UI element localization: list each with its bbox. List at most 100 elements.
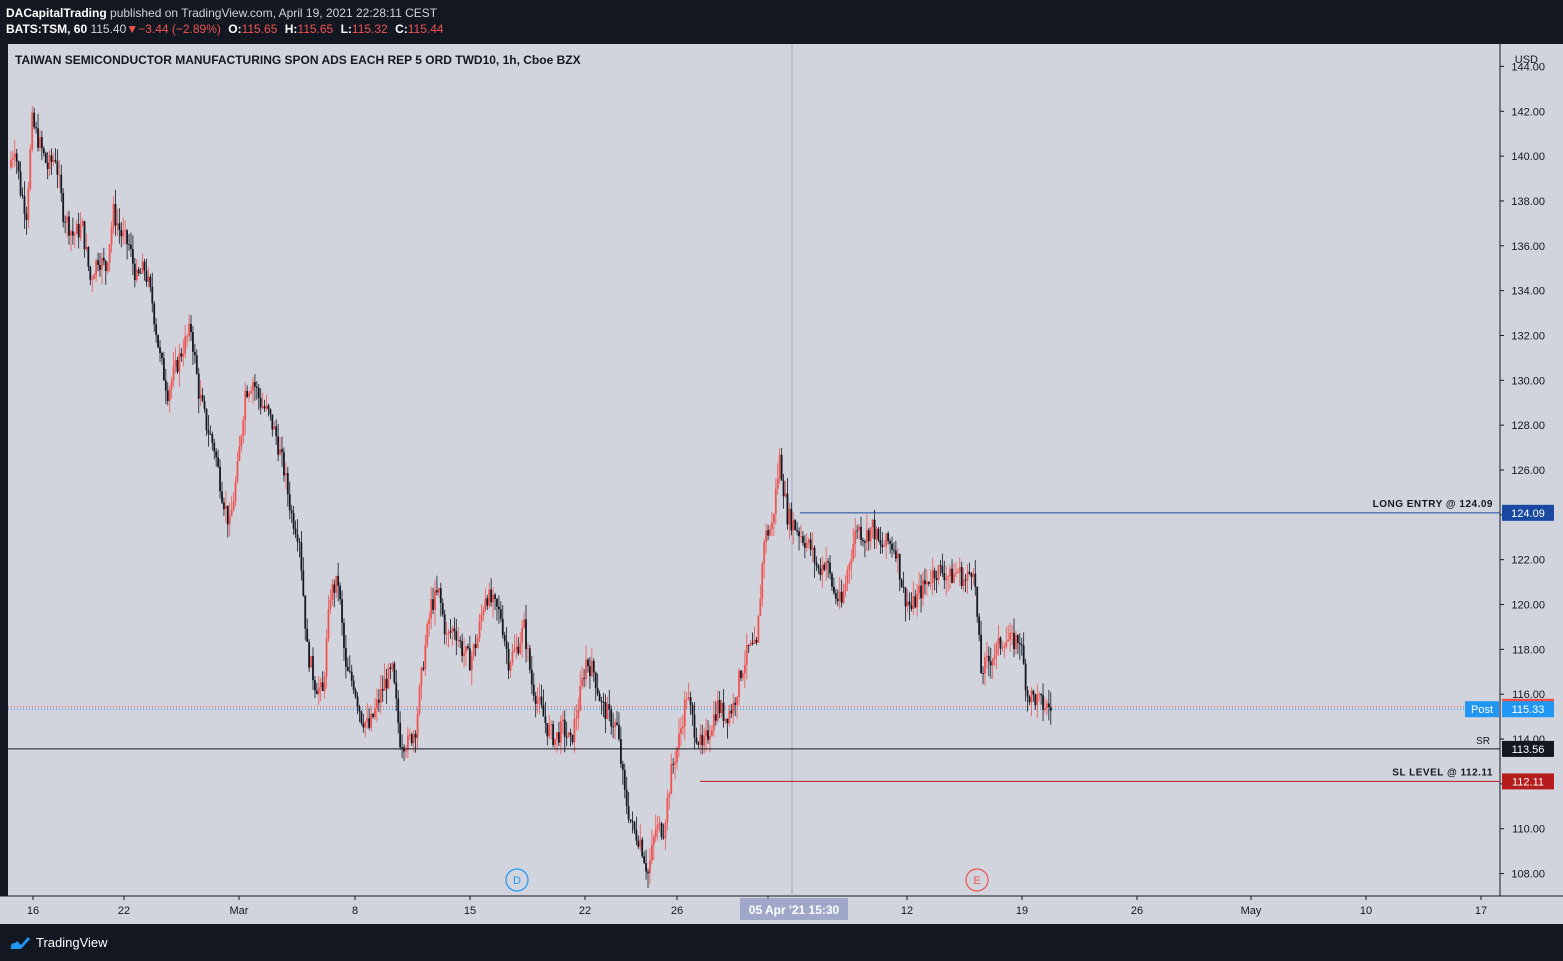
candle-body (571, 734, 574, 742)
candle-body (951, 568, 953, 583)
candle-body (323, 676, 326, 691)
candle-body (350, 671, 353, 681)
candle-body (705, 730, 708, 737)
candle-body (995, 643, 998, 655)
candle-body (807, 539, 810, 543)
candle-body (554, 738, 556, 745)
candle-body (559, 720, 562, 743)
candle-body (217, 457, 220, 467)
candle-body (809, 539, 812, 550)
candle-body (530, 669, 533, 685)
candle-body (1009, 632, 1012, 640)
candle-body (544, 716, 547, 724)
candle-body (463, 652, 465, 656)
candle-body (131, 249, 134, 264)
candle-body (1040, 693, 1043, 696)
sl-level-label: SL LEVEL @ 112.11 (1392, 767, 1493, 778)
candle-body (573, 719, 576, 742)
candle-body (802, 536, 804, 543)
candle-body (701, 734, 704, 746)
candle-body (1028, 696, 1031, 703)
candle-body (523, 619, 525, 628)
y-tick-label: 132.00 (1511, 330, 1545, 342)
candle-body (637, 840, 640, 847)
candle-body (581, 678, 584, 686)
candle-body (596, 688, 599, 694)
candle-body (385, 678, 388, 689)
symbol-label[interactable]: BATS:TSM, 60 (6, 22, 88, 36)
candle-body (133, 263, 136, 281)
candle-body (135, 269, 138, 281)
candle-body (286, 473, 289, 495)
candle-body (819, 568, 822, 576)
candle-body (623, 770, 626, 790)
candle-body (445, 633, 448, 635)
y-tick-label: 126.00 (1511, 465, 1545, 477)
candle-body (712, 714, 715, 731)
candle-body (743, 665, 746, 674)
candle-body (778, 454, 781, 479)
candle-body (126, 230, 128, 245)
tradingview-logo[interactable]: TradingView (8, 935, 108, 950)
candle-body (362, 723, 365, 728)
publish-info: DACapitalTrading published on TradingVie… (6, 6, 437, 20)
candle-body (751, 642, 754, 644)
candle-body (924, 580, 926, 585)
candle-body (228, 516, 231, 525)
candle-body (987, 655, 990, 662)
candle-body (238, 446, 241, 461)
candle-body (823, 564, 826, 570)
candle-body (401, 747, 403, 749)
candle-body (846, 570, 849, 584)
candle-body (10, 160, 12, 168)
candle-body (879, 540, 882, 545)
candle-body (432, 599, 434, 610)
candle-body (261, 406, 264, 408)
candle-body (668, 794, 671, 798)
candle-body (406, 735, 409, 751)
candle-body (989, 661, 992, 666)
candle-body (476, 638, 479, 649)
candle-body (740, 670, 742, 679)
candle-body (929, 583, 932, 584)
candle-body (606, 704, 609, 719)
candle-body (608, 704, 611, 710)
candle-body (325, 638, 328, 677)
candle-body (643, 856, 646, 864)
candle-body (1011, 632, 1013, 634)
candle-body (244, 390, 247, 421)
candle-body (860, 526, 862, 540)
candle-body (296, 534, 299, 542)
candle-body (130, 244, 132, 250)
candle-body (976, 586, 979, 617)
candle-body (776, 478, 779, 489)
tradingview-brand: TradingView (36, 935, 108, 950)
author-name[interactable]: DACapitalTrading (6, 6, 107, 20)
close-label: C: (395, 22, 408, 36)
candle-body (771, 522, 773, 530)
candle-body (356, 696, 359, 707)
x-tick-label: 17 (1475, 905, 1487, 917)
candle-body (358, 706, 361, 712)
candle-body (71, 231, 74, 236)
candle-body (15, 153, 18, 162)
candle-body (949, 568, 952, 577)
x-tick-label: 8 (352, 905, 358, 917)
candle-body (221, 491, 223, 503)
candle-body (281, 449, 283, 453)
last-price: 115.40 (90, 22, 127, 36)
candle-body (747, 645, 750, 646)
candle-body (360, 711, 363, 724)
sr-badge-bg (1502, 740, 1554, 757)
candle-body (437, 588, 440, 593)
candle-body (556, 732, 558, 739)
candle-body (321, 682, 324, 691)
candle-body (170, 380, 173, 390)
candle-body (312, 656, 314, 681)
candle-body (290, 510, 293, 514)
candle-body (769, 529, 771, 536)
sl-level-badge-bg (1502, 773, 1554, 790)
candle-body (236, 460, 239, 482)
candle-body (548, 725, 551, 737)
